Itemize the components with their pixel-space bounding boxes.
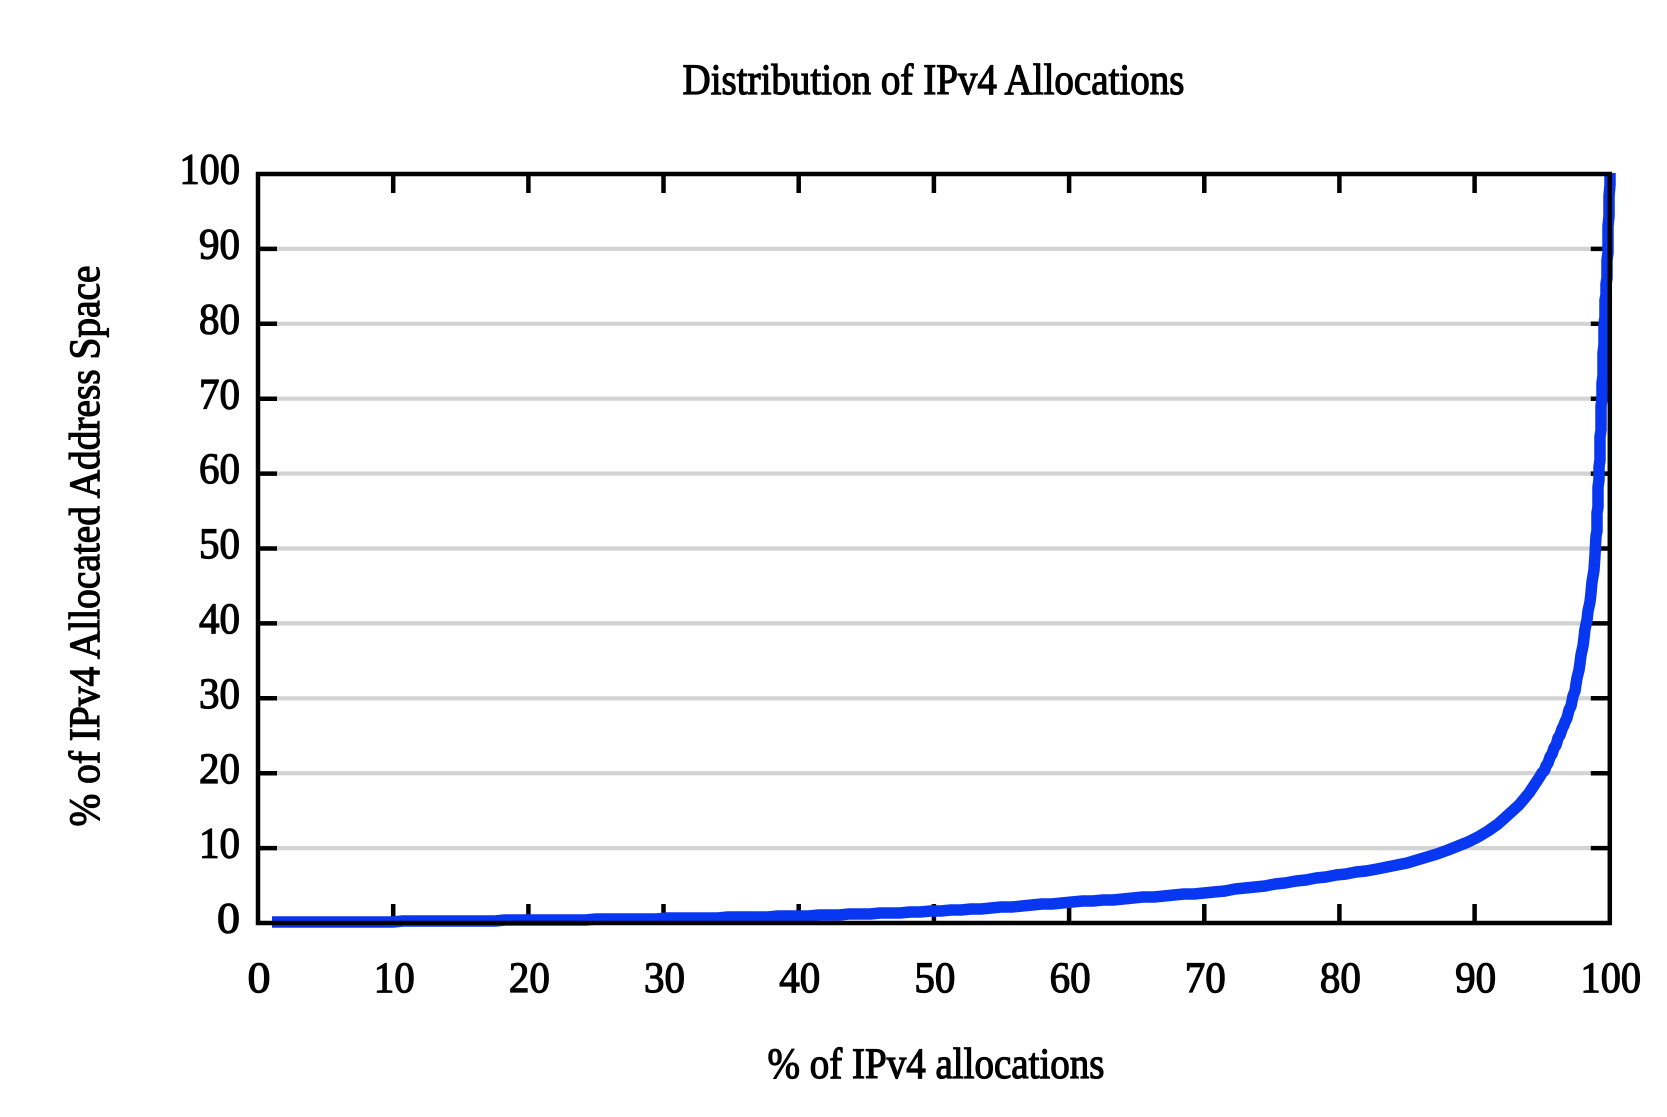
svg-text:100: 100 <box>1581 955 1642 1002</box>
svg-text:Distribution of IPv4 Allocatio: Distribution of IPv4 Allocations <box>683 57 1185 104</box>
svg-text:90: 90 <box>1455 955 1496 1002</box>
svg-text:10: 10 <box>199 821 240 868</box>
svg-text:100: 100 <box>180 147 241 194</box>
svg-text:80: 80 <box>1320 955 1361 1002</box>
svg-text:70: 70 <box>199 371 240 418</box>
svg-text:% of IPv4 allocations: % of IPv4 allocations <box>768 1041 1105 1088</box>
svg-text:0: 0 <box>248 955 271 1002</box>
svg-text:50: 50 <box>914 955 955 1002</box>
svg-text:30: 30 <box>644 955 685 1002</box>
svg-text:% of IPv4 Allocated Address Sp: % of IPv4 Allocated Address Space <box>62 266 109 827</box>
svg-text:10: 10 <box>374 955 415 1002</box>
svg-text:50: 50 <box>199 521 240 568</box>
svg-text:20: 20 <box>199 746 240 793</box>
svg-text:30: 30 <box>199 671 240 718</box>
svg-text:70: 70 <box>1185 955 1226 1002</box>
svg-text:90: 90 <box>199 222 240 269</box>
svg-text:20: 20 <box>509 955 550 1002</box>
svg-text:60: 60 <box>1050 955 1091 1002</box>
svg-text:0: 0 <box>217 896 240 943</box>
svg-text:40: 40 <box>779 955 820 1002</box>
svg-text:40: 40 <box>199 596 240 643</box>
svg-text:60: 60 <box>199 446 240 493</box>
svg-text:80: 80 <box>199 296 240 343</box>
